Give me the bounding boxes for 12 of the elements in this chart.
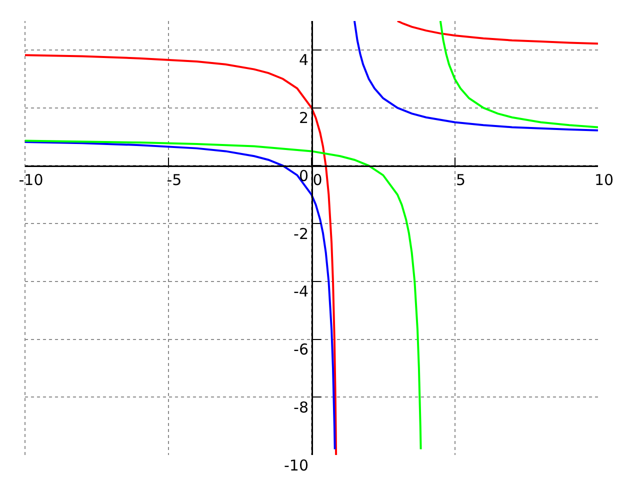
y-tick-label: -2: [294, 224, 308, 243]
x-tick-label: -10: [18, 171, 44, 190]
y-tick-label: -8: [294, 398, 308, 416]
y-tick-label: -6: [294, 340, 308, 359]
x-tick-label: 10: [594, 171, 614, 190]
y-tick-label: 4: [298, 51, 308, 70]
y-tick-label: 2: [298, 109, 308, 128]
x-tick-label: 0: [312, 171, 322, 190]
y-tick-label: -10: [284, 456, 308, 474]
y-tick-label: -4: [294, 282, 308, 301]
x-tick-label: 5: [456, 171, 466, 190]
x-tick-label: -5: [166, 171, 182, 190]
